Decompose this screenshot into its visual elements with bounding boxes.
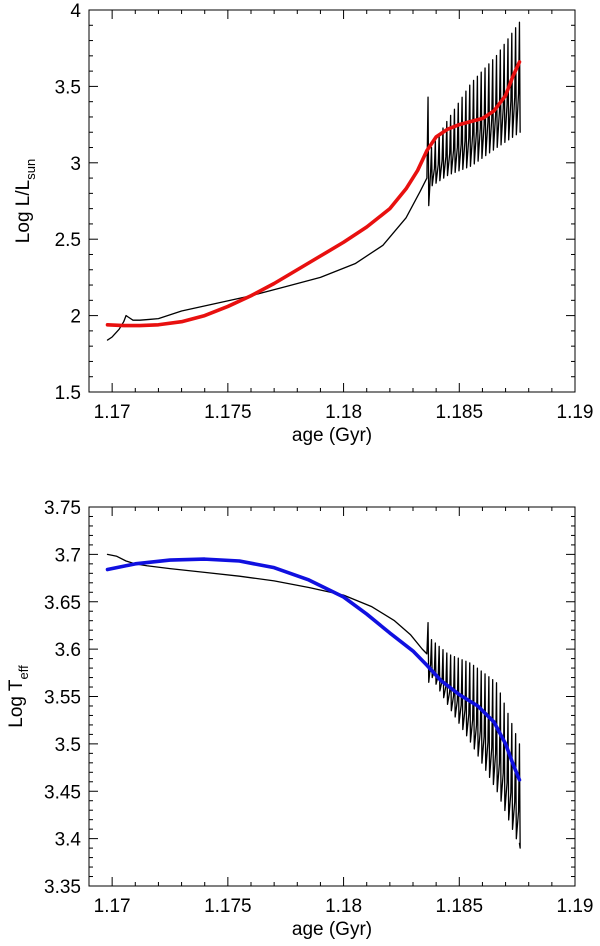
- y-axis-label: Log L/Lsun: [13, 159, 38, 243]
- x-tick-label: 1.175: [204, 402, 252, 423]
- plot-frame: [88, 506, 576, 887]
- x-tick-label: 1.185: [436, 896, 484, 917]
- series-line-1: [106, 21, 521, 341]
- y-tick-label: 3.45: [44, 782, 81, 803]
- y-axis-label: Log Teff: [6, 665, 31, 728]
- y-tick-label: 4: [70, 1, 81, 22]
- y-tick-label: 3.7: [55, 545, 81, 566]
- x-axis-label: age (Gyr): [292, 919, 372, 940]
- x-tick-label: 1.185: [436, 402, 484, 423]
- series-line-2: [105, 557, 522, 782]
- panel-2: 1.17 1.175 1.18 1.185 1.19 3.35 3.4 3.45 3.5 3.55…: [6, 498, 593, 940]
- x-tick-label: 1.17: [94, 896, 131, 917]
- x-tick-label: 1.18: [325, 402, 362, 423]
- y-tick-label: 3.5: [55, 77, 81, 98]
- x-tick-label: 1.18: [325, 896, 362, 917]
- x-axis-label: age (Gyr): [292, 425, 372, 446]
- y-tick-label: 3.5: [55, 735, 81, 756]
- series-line-1: [106, 553, 521, 849]
- y-tick-label: 3.55: [44, 688, 81, 709]
- x-tick-label: 1.19: [557, 896, 594, 917]
- y-tick-label: 3.75: [44, 498, 81, 519]
- y-tick-label: 1.5: [55, 383, 81, 404]
- y-tick-label: 3: [70, 154, 81, 175]
- y-tick-label: 3.6: [55, 640, 81, 661]
- y-tick-label: 3.4: [55, 830, 82, 851]
- y-axis-label-base: Log T: [6, 679, 27, 728]
- x-tick-label: 1.17: [94, 402, 131, 423]
- y-axis-label-subscript: sun: [23, 159, 38, 180]
- panel-1: 1.17 1.175 1.18 1.185 1.19 1.5 2 2.5 3 3.5 4 age (G…: [13, 1, 593, 446]
- y-axis-label-base: Log L/L: [13, 180, 34, 243]
- y-axis-label-subscript: eff: [16, 665, 31, 680]
- y-tick-label: 2: [70, 307, 81, 328]
- x-tick-label: 1.19: [557, 402, 594, 423]
- series-line-2: [105, 60, 522, 328]
- y-tick-label: 3.65: [44, 593, 81, 614]
- y-tick-label: 2.5: [55, 230, 81, 251]
- y-tick-label: 3.35: [44, 877, 81, 898]
- plot-frame: [88, 9, 576, 393]
- x-tick-label: 1.175: [204, 896, 252, 917]
